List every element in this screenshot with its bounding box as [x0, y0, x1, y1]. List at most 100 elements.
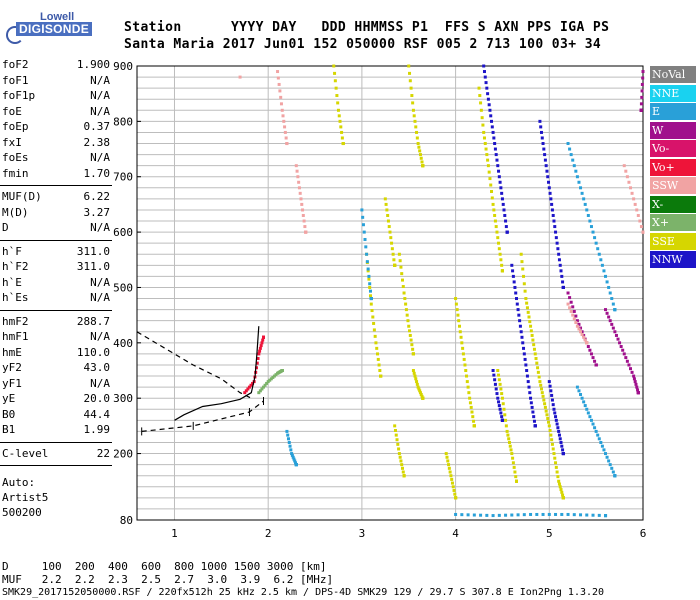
echo-point: [548, 428, 552, 432]
echo-point: [361, 223, 365, 227]
echo-point: [485, 153, 489, 157]
param-row-fxi: fxI 2.38: [2, 136, 110, 151]
legend-item-noval: NoVal: [650, 66, 696, 83]
echo-point: [566, 512, 570, 516]
echo-point: [548, 191, 552, 195]
echo-point: [465, 380, 469, 384]
echo-point: [490, 125, 494, 129]
echo-point: [450, 481, 454, 485]
param-row-foe: foE N/A: [2, 105, 110, 120]
echo-point: [375, 346, 379, 350]
echo-point: [544, 164, 548, 168]
echo-point: [526, 310, 530, 314]
echo-point: [338, 119, 342, 123]
echo-point: [297, 186, 301, 190]
echo-point: [501, 202, 505, 206]
echo-point: [572, 317, 576, 321]
echo-point: [403, 297, 407, 301]
echo-point: [529, 324, 533, 328]
echo-point: [611, 302, 615, 306]
echo-point: [552, 407, 556, 411]
echo-point: [251, 381, 255, 385]
echo-point: [613, 330, 617, 334]
echo-point: [284, 136, 288, 140]
echo-point: [513, 285, 517, 289]
echo-point: [613, 308, 617, 312]
echo-point: [397, 452, 401, 456]
echo-point: [485, 513, 489, 517]
param-value: N/A: [90, 291, 110, 304]
echo-point: [279, 102, 283, 106]
echo-point: [458, 330, 462, 334]
param-label: foE: [2, 104, 22, 118]
echo-point: [519, 252, 523, 256]
echo-point: [555, 241, 559, 245]
echo-point: [591, 230, 595, 234]
y-tick-label: 600: [113, 226, 133, 239]
echo-point: [500, 191, 504, 195]
echo-point: [415, 130, 419, 134]
echo-point: [247, 385, 251, 389]
y-tick-label: 200: [113, 448, 133, 461]
param-label: h`E: [2, 275, 22, 289]
param-label: h`Es: [2, 291, 29, 304]
echo-point: [466, 513, 470, 517]
echo-point: [560, 274, 564, 278]
echo-point: [504, 424, 508, 428]
echo-point: [641, 230, 645, 234]
echo-point: [362, 230, 366, 234]
echo-point: [560, 444, 564, 448]
param-value: N/A: [90, 104, 110, 118]
param-row-fof1p: foF1p N/A: [2, 89, 110, 104]
x-tick-label: 5: [546, 527, 553, 540]
echo-point: [400, 272, 404, 276]
echo-point: [258, 389, 262, 393]
echo-point: [370, 309, 374, 313]
echo-point: [257, 391, 261, 395]
echo-point: [557, 433, 561, 437]
echo-point: [385, 208, 389, 212]
param-value: 2.38: [83, 135, 111, 149]
echo-point: [588, 415, 592, 419]
echo-point: [487, 170, 491, 174]
echo-point: [243, 391, 247, 395]
echo-point: [523, 289, 527, 293]
echo-point: [274, 373, 278, 377]
echo-point: [635, 385, 639, 389]
param-row-hf: h`F 311.0: [2, 245, 110, 260]
echo-point: [536, 370, 540, 374]
param-label: h`F: [2, 244, 22, 258]
echo-point: [530, 333, 534, 337]
echo-point: [411, 108, 415, 112]
echo-point: [525, 306, 529, 310]
echo-point: [516, 308, 520, 312]
echo-point: [283, 125, 287, 129]
echo-point: [410, 94, 414, 98]
echo-point: [292, 457, 296, 461]
echo-point: [561, 452, 565, 456]
echo-point: [485, 86, 489, 90]
echo-point: [580, 333, 584, 337]
echo-point: [304, 230, 308, 234]
profile-profile-extension: [136, 331, 252, 399]
echo-point: [550, 202, 554, 206]
y-tick-label: 80: [120, 514, 133, 527]
echo-point: [256, 357, 260, 361]
echo-point: [550, 393, 554, 397]
param-label: C-level: [2, 446, 49, 460]
echo-point: [368, 289, 372, 293]
echo-point: [543, 153, 547, 157]
echo-point: [510, 513, 514, 517]
x-tick-label: 1: [171, 527, 178, 540]
echo-point: [390, 241, 394, 245]
echo-point: [546, 175, 550, 179]
echo-point: [561, 448, 565, 452]
echo-point: [272, 374, 276, 378]
echo-point: [416, 142, 420, 146]
echo-point: [262, 335, 265, 339]
param-separator: [0, 185, 112, 186]
param-separator: [0, 309, 112, 311]
echo-point: [500, 263, 504, 267]
echo-point: [462, 357, 466, 361]
echo-point: [392, 258, 396, 262]
